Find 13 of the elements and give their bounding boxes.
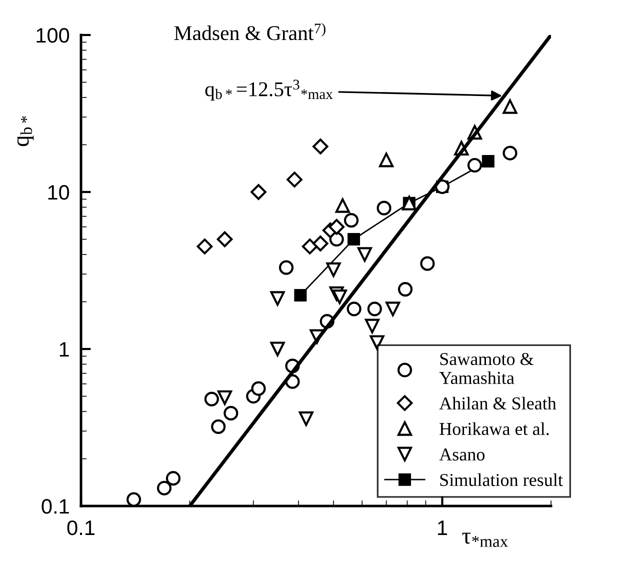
- annotation: Madsen & Grant$^{7)}$: [174, 23, 326, 40]
- legend-label: Simulation result: [440, 473, 563, 486]
- legend-label: Ahilan & Sleath: [439, 396, 556, 410]
- y-tick-label: 100: [36, 28, 70, 43]
- y-tick-label: 10: [48, 185, 70, 200]
- legend-label: Sawamoto & Yamashita: [439, 352, 534, 384]
- annotation: q$_{b*}$=12.5τ$^{3}$$_{*max}$: [205, 80, 333, 101]
- y-tick-label: 1: [60, 342, 69, 357]
- y-axis-title: q$_{b*}$: [17, 116, 34, 146]
- y-tick-label: 0.1: [42, 499, 69, 514]
- legend-label: Asano: [439, 448, 485, 461]
- x-axis-title: τ$_{*max}$: [462, 532, 508, 547]
- legend-label: Horikawa et al.: [440, 422, 549, 436]
